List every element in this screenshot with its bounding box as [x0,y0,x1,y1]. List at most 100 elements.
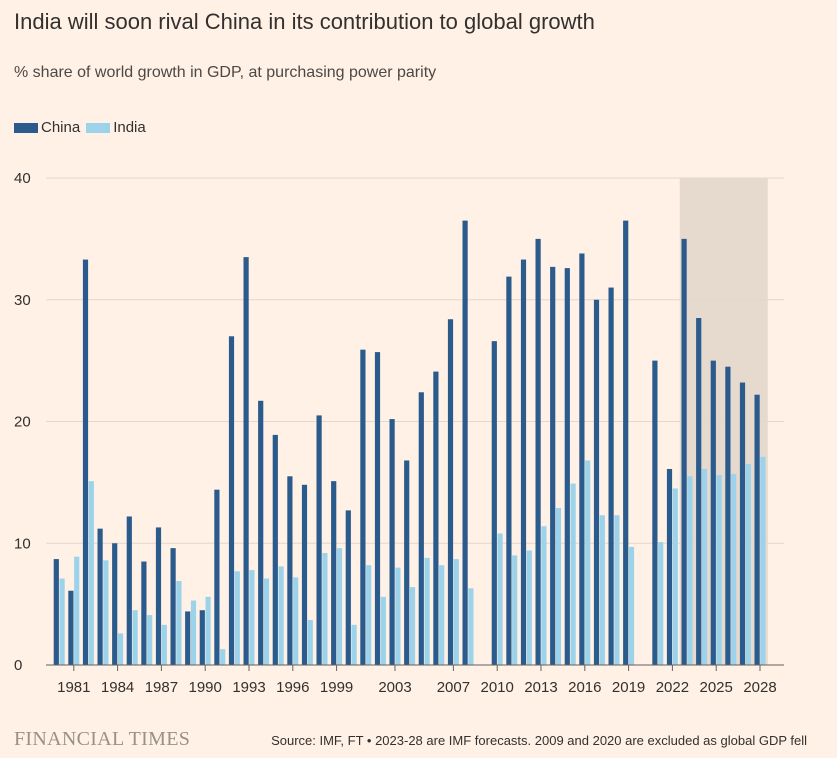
bar-india-2018 [614,515,620,665]
bar-china-2026 [725,366,731,665]
bar-china-2027 [739,382,746,665]
source-note: Source: IMF, FT • 2023-28 are IMF foreca… [271,733,807,748]
bar-india-1983 [103,560,109,665]
x-tick-label: 2010 [481,679,514,696]
bar-india-1985 [132,610,138,665]
bar-india-2002 [380,596,386,665]
bar-china-2010 [491,341,497,665]
x-tick-label: 2016 [568,679,601,696]
bar-india-1999 [336,548,343,665]
legend-label-india: India [113,119,146,136]
x-tick-label: 2022 [656,679,689,696]
chart-subtitle: % share of world growth in GDP, at purch… [14,64,437,81]
bar-china-2024 [696,318,702,665]
bar-china-1993 [243,257,249,665]
chart-title: India will soon rival China in its contr… [14,9,595,34]
bar-india-2011 [512,555,518,665]
bar-china-1992 [228,336,235,665]
bar-china-2016 [579,253,585,666]
x-tick-label: 1990 [189,679,222,696]
ft-logo-wordmark: FINANCIAL TIMES [14,728,191,750]
bar-india-2013 [541,526,547,665]
bar-india-1987 [161,624,167,665]
bar-india-2008 [468,588,474,665]
bar-india-1998 [322,552,328,665]
bar-china-1983 [97,528,103,665]
bar-india-2014 [555,507,562,665]
x-tick-label: 1996 [276,679,309,696]
bar-china-1984 [112,543,118,665]
x-tick-label: 2028 [743,679,776,696]
bar-china-2014 [550,266,556,665]
legend-item-china: China [14,119,80,136]
bar-china-2000 [345,510,351,665]
bar-india-2007 [453,559,459,665]
bar-india-1984 [117,633,124,665]
bar-china-2019 [623,220,629,666]
x-tick-label: 2019 [612,679,645,696]
bar-india-1982 [88,481,94,665]
bar-china-2005 [418,392,424,665]
bar-india-2023 [687,476,693,665]
bar-india-1991 [220,649,226,665]
bar-china-1991 [214,489,220,665]
bar-china-2011 [506,276,512,665]
x-tick-label: 1993 [232,679,265,696]
bar-china-1989 [185,611,191,665]
legend-swatch-china [14,122,38,133]
legend-item-india: India [86,119,146,136]
bar-india-1989 [190,600,197,665]
bar-india-2017 [599,515,605,665]
bar-china-1988 [170,548,176,665]
bar-china-2018 [608,287,614,665]
bar-india-2021 [658,542,664,665]
x-tick-label: 2013 [524,679,557,696]
bar-india-1993 [249,570,255,665]
bar-china-1982 [82,259,89,665]
bar-india-1994 [263,578,270,665]
bar-china-1995 [272,434,278,665]
bar-india-1992 [234,571,240,665]
bar-china-2017 [593,299,600,665]
bar-india-2028 [760,456,766,665]
bar-china-2023 [681,238,687,665]
bar-india-1986 [147,615,153,665]
bar-china-1986 [141,561,147,665]
bar-china-2015 [564,268,570,665]
bar-china-1994 [258,400,264,665]
bar-china-2006 [433,371,439,665]
bar-china-1998 [316,415,322,665]
bar-china-2002 [374,352,381,665]
bar-india-2015 [570,483,576,665]
bar-india-2010 [497,533,503,665]
bar-china-2021 [652,360,658,665]
bar-china-2028 [754,394,760,665]
y-tick-label: 0 [14,657,22,674]
bar-china-1999 [331,481,337,665]
bar-india-2003 [395,567,401,665]
legend-swatch-india [86,122,111,133]
bar-china-1997 [301,484,308,665]
bar-china-2001 [360,349,366,665]
bar-india-2005 [424,557,430,665]
bar-china-2022 [666,468,673,665]
bar-india-1981 [74,556,80,665]
y-tick-label: 40 [14,170,31,187]
bar-china-2025 [710,360,716,665]
bar-india-1996 [293,577,299,665]
bar-india-2012 [526,550,532,665]
bar-india-2019 [628,546,635,665]
bar-china-2004 [404,460,410,665]
x-tick-label: 2025 [700,679,733,696]
bar-india-1995 [278,566,284,665]
x-tick-label: 1987 [145,679,178,696]
bar-india-2027 [745,464,751,665]
x-tick-label: 2007 [437,679,470,696]
bar-india-2004 [409,587,416,665]
bar-india-2016 [585,460,591,665]
chart-legend: China India [14,119,152,136]
bar-india-2026 [731,473,737,665]
bar-china-2003 [389,419,395,665]
bar-india-2000 [351,624,357,665]
